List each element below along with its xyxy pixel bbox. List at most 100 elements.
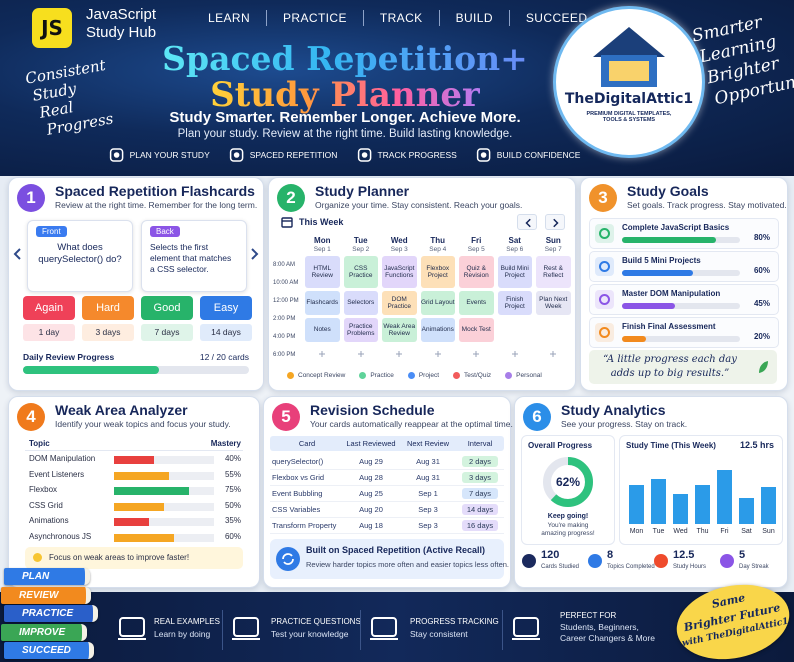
footer-feature-title: PERFECT FOR xyxy=(560,611,617,620)
stat-icon-shape xyxy=(720,554,734,568)
overall-card: Overall Progress 62% Keep going! You're mak… xyxy=(521,435,615,545)
legend-dot xyxy=(453,372,461,379)
nav-link[interactable]: PRACTICE xyxy=(266,10,363,26)
add-slot xyxy=(434,351,441,357)
day-name: Fri xyxy=(471,236,482,245)
rating-button[interactable]: Again xyxy=(23,296,75,320)
card-label: Front xyxy=(36,226,67,237)
goal-name: Complete JavaScript Basics xyxy=(622,223,730,232)
goal-row: Finish Final Assessment 20% xyxy=(589,317,779,348)
day-date: Sep 4 xyxy=(429,246,447,253)
event: Rest & Reflect xyxy=(536,256,571,288)
event: Weak Area Review xyxy=(382,318,417,342)
stat-icon xyxy=(654,554,668,568)
panel-subtitle: See your progress. Stay on track. xyxy=(561,419,688,429)
badge-tagline: PREMIUM DIGITAL TEMPLATES, TOOLS & SYSTE… xyxy=(586,111,672,123)
add-slot xyxy=(473,351,480,357)
cell: Aug 31 xyxy=(416,457,440,466)
legend-dot xyxy=(505,372,513,379)
mastery-track xyxy=(114,456,214,464)
add-slot xyxy=(550,351,557,357)
icon-shape xyxy=(357,148,372,162)
goal-row: Build 5 Mini Projects 60% xyxy=(589,251,779,282)
day-name: Wed xyxy=(390,236,408,245)
panel: 6 Study Analytics See your progress. Stay … xyxy=(514,396,788,588)
event: CSS Practice xyxy=(343,256,378,288)
cell: Sep 3 xyxy=(418,505,438,514)
icon-shape xyxy=(477,148,491,162)
panel: 4 Weak Area Analyzer Identify your weak to… xyxy=(8,396,260,588)
feature-label: BUILD CONFIDENCE xyxy=(496,150,581,160)
legend-item: Personal xyxy=(505,372,542,379)
nav-link[interactable]: SUCCEED xyxy=(508,10,603,26)
day-name: Sun xyxy=(545,236,561,245)
note-icon-arrows xyxy=(282,553,294,565)
house-roof xyxy=(593,27,665,57)
rating-button[interactable]: Easy xyxy=(200,296,252,320)
event: Build Mini Project xyxy=(497,256,532,288)
legend-item: Project xyxy=(407,372,439,379)
rating-button[interactable]: Hard xyxy=(82,296,134,320)
progress-fill xyxy=(23,366,159,374)
day-label: Sat xyxy=(741,528,752,535)
panel-subtitle: Review at the right time. Remember for t… xyxy=(55,200,258,210)
week-nav[interactable] xyxy=(517,214,537,230)
goal-icon-mark xyxy=(599,327,610,338)
nav-link[interactable]: LEARN xyxy=(208,11,251,25)
note-box xyxy=(270,539,504,579)
footer-feature-title: PROGRESS TRACKING xyxy=(410,617,499,626)
footer-feature-text: Learn by doing xyxy=(154,629,211,639)
stat-value: 120 xyxy=(541,549,560,561)
day-label: Wed xyxy=(673,528,688,535)
column-header: Last Reviewed xyxy=(346,439,396,448)
column-header: Topic xyxy=(29,439,50,448)
mastery-fill xyxy=(114,533,174,542)
cell: Sep 3 xyxy=(418,521,438,530)
day-date: Sep 2 xyxy=(352,246,370,253)
rating-button[interactable]: Good xyxy=(141,296,193,320)
day-label: Tue xyxy=(652,528,665,535)
time-label: 10:00 AM xyxy=(273,280,299,286)
book: IMPROVE xyxy=(1,623,87,641)
stat-label: Topics Completed xyxy=(607,564,655,570)
study-bar xyxy=(673,493,688,524)
study-bar xyxy=(629,485,644,524)
cell: Event Bubbling xyxy=(272,489,323,498)
nav-link[interactable]: TRACK xyxy=(362,10,439,26)
card-title: Overall Progress xyxy=(528,441,593,450)
mastery-label: 40% xyxy=(224,454,241,463)
plus xyxy=(511,351,518,357)
step-number: 2 xyxy=(277,184,305,212)
study-bar xyxy=(739,498,754,524)
panel-subtitle: Your cards automatically reappear at the… xyxy=(310,419,513,429)
cell: Flexbox vs Grid xyxy=(272,473,325,482)
book: REVIEW xyxy=(1,586,91,604)
panel-title: Study Goals xyxy=(627,183,709,199)
donut-label: 62% xyxy=(555,475,581,489)
book: PLAN xyxy=(4,568,90,585)
panel-title: Study Planner xyxy=(315,183,410,199)
panel-subtitle: Organize your time. Stay consistent. Rea… xyxy=(315,200,523,210)
nav-link[interactable]: BUILD xyxy=(438,10,509,26)
mastery-label: 75% xyxy=(224,485,241,494)
feature: BUILD CONFIDENCE xyxy=(477,148,581,162)
legend-label: Personal xyxy=(516,372,542,379)
footer-icon xyxy=(118,617,146,640)
mastery-fill xyxy=(114,518,149,526)
title: Spaced Repetition+ xyxy=(162,39,528,78)
panel-title: Revision Schedule xyxy=(310,402,435,418)
column-header: Mastery xyxy=(210,439,241,448)
week-nav[interactable] xyxy=(545,214,565,230)
title: Study Planner xyxy=(210,75,480,115)
goal-row: Master DOM Manipulation 45% xyxy=(589,284,779,315)
goal-icon xyxy=(595,257,614,276)
cell: Sep 1 xyxy=(418,489,438,498)
icon-shape xyxy=(229,148,244,162)
time-label: 6:00 PM xyxy=(273,352,296,358)
event: Practice Problems xyxy=(343,318,378,342)
panel: 1 Spaced Repetition Flashcards Review at t… xyxy=(8,177,264,391)
event: HTML Review xyxy=(305,256,340,288)
event: Notes xyxy=(305,318,340,342)
stat-icon-shape xyxy=(654,554,668,568)
